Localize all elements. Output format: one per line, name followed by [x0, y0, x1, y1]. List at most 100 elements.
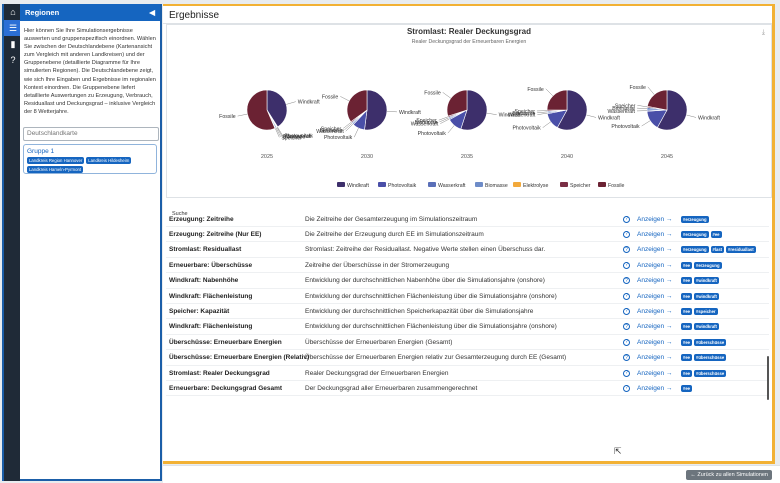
download-icon[interactable]: ⤓ — [761, 29, 765, 36]
tag-badge[interactable]: #windkraft — [694, 323, 719, 331]
help-circle-icon[interactable]: ? — [623, 338, 630, 346]
tag-badge[interactable]: #überschüsse — [694, 354, 727, 362]
row-tags: #ee — [681, 384, 692, 392]
help-circle-icon[interactable]: ? — [623, 246, 630, 254]
region-chip[interactable]: Landkreis Region Hannover — [27, 156, 85, 164]
tag-badge[interactable]: #erzeugung — [681, 246, 709, 254]
tag-badge[interactable]: #überschüsse — [694, 338, 727, 346]
tag-badge[interactable]: #erzeugung — [694, 261, 722, 269]
show-link[interactable]: Anzeigen → — [637, 307, 673, 315]
show-link[interactable]: Anzeigen → — [637, 215, 673, 223]
table-row: Erzeugung: Zeitreihe (Nur EE) Die Zeitrei… — [166, 227, 769, 243]
tag-badge[interactable]: #last — [710, 246, 725, 254]
show-link[interactable]: Anzeigen → — [637, 323, 673, 331]
scrollbar-thumb[interactable] — [767, 356, 769, 400]
slice-label: Photovoltaik — [611, 124, 640, 130]
tag-badge[interactable]: #windkraft — [694, 277, 719, 285]
help-circle-icon[interactable]: ? — [623, 307, 630, 315]
tag-badge[interactable]: #speicher — [694, 307, 718, 315]
tag-badge[interactable]: #erzeugung — [681, 215, 709, 223]
show-link[interactable]: Anzeigen → — [637, 277, 673, 285]
back-button[interactable]: ← Zurück zu allen Simulationen — [686, 470, 772, 480]
help-circle-icon[interactable]: ? — [623, 384, 630, 392]
legend-swatch[interactable] — [598, 182, 606, 187]
pie-slice[interactable] — [446, 89, 468, 117]
pie-slice[interactable] — [346, 89, 368, 123]
search-input[interactable] — [166, 211, 772, 217]
tag-badge[interactable]: #residuallast — [726, 246, 756, 254]
slice-label: Speicher — [416, 118, 437, 124]
legend-label[interactable]: Speicher — [570, 183, 591, 189]
legend-label[interactable]: Photovoltaik — [388, 183, 417, 189]
tag-badge[interactable]: #ee — [681, 323, 692, 331]
legend-swatch[interactable] — [378, 182, 386, 187]
row-name: Windkraft: Flächenleistung — [169, 323, 253, 331]
tag-badge[interactable]: #erzeugung — [681, 230, 709, 238]
legend-swatch[interactable] — [428, 182, 436, 187]
row-tags: #ee #windkraft — [681, 323, 719, 331]
home-icon[interactable]: ⌂ — [10, 7, 16, 17]
show-link[interactable]: Anzeigen → — [637, 384, 673, 392]
pie-slice[interactable] — [546, 89, 568, 111]
legend-label[interactable]: Elektrolyse — [523, 183, 548, 189]
slice-leader — [237, 113, 248, 117]
tag-badge[interactable]: #ee — [710, 230, 722, 238]
help-circle-icon[interactable]: ? — [623, 277, 630, 285]
slice-leader — [647, 86, 655, 95]
show-link[interactable]: Anzeigen → — [637, 338, 673, 346]
tag-badge[interactable]: #ee — [681, 354, 692, 362]
tag-badge[interactable]: #ee — [681, 338, 692, 346]
row-name: Stromlast: Residuallast — [169, 246, 242, 254]
tag-badge[interactable]: #ee — [681, 292, 692, 300]
legend-swatch[interactable] — [475, 182, 483, 187]
legend-label[interactable]: Biomasse — [485, 183, 508, 189]
show-link[interactable]: Anzeigen → — [637, 354, 673, 362]
legend-swatch[interactable] — [560, 182, 568, 187]
legend-swatch[interactable] — [513, 182, 521, 187]
tag-badge[interactable]: #ee — [681, 369, 692, 377]
row-description: Überschüsse der Erneuerbaren Energien (G… — [305, 338, 453, 346]
help-circle-icon[interactable]: ? — [623, 369, 630, 377]
tag-badge[interactable]: #ee — [681, 384, 692, 392]
map-input[interactable] — [23, 126, 159, 141]
tag-badge[interactable]: #ee — [681, 277, 692, 285]
tag-badge[interactable]: #ee — [681, 261, 692, 269]
show-link[interactable]: Anzeigen → — [637, 230, 673, 238]
region-chip[interactable]: Landkreis Hameln-Pyrmont — [27, 165, 84, 173]
collapse-icon[interactable]: ◀ — [149, 8, 155, 17]
slice-label: Windkraft — [598, 115, 620, 121]
legend-label[interactable]: Fossile — [608, 183, 625, 189]
row-name: Windkraft: Flächenleistung — [169, 292, 253, 300]
help-circle-icon[interactable]: ? — [623, 230, 630, 238]
show-link[interactable]: Anzeigen → — [637, 261, 673, 269]
slice-label: Biomasse — [320, 128, 343, 134]
table-row: Windkraft: Nabenhöhe Entwicklung der durc… — [166, 274, 769, 289]
legend-swatch[interactable] — [337, 182, 345, 187]
tag-badge[interactable]: #überschüsse — [694, 369, 727, 377]
group-card[interactable]: Gruppe 1 Landkreis Region Hannover Landk… — [23, 143, 157, 174]
scrollbar[interactable] — [766, 212, 770, 402]
show-link[interactable]: Anzeigen → — [637, 292, 673, 300]
region-chip[interactable]: Landkreis Hildesheim — [86, 156, 132, 164]
show-link[interactable]: Anzeigen → — [637, 369, 673, 377]
legend-label[interactable]: Wasserkraft — [438, 183, 466, 189]
legend-label[interactable]: Windkraft — [347, 183, 369, 189]
help-circle-icon[interactable]: ? — [623, 354, 630, 362]
show-link[interactable]: Anzeigen → — [637, 246, 673, 254]
tag-badge[interactable]: #windkraft — [694, 292, 719, 300]
bookmark-icon[interactable]: ▮ — [10, 38, 16, 49]
list-icon[interactable]: ☰ — [4, 20, 22, 36]
pie-slice[interactable] — [364, 89, 388, 131]
help-circle-icon[interactable]: ? — [623, 215, 630, 223]
help-circle-icon[interactable]: ? — [623, 323, 630, 331]
help-circle-icon[interactable]: ? — [623, 292, 630, 300]
pie-slice[interactable] — [647, 89, 668, 111]
tag-badge[interactable]: #ee — [681, 307, 692, 315]
sidebar-header: Regionen ◀ — [20, 4, 160, 21]
slice-label: Fossile — [219, 114, 236, 120]
slice-leader — [354, 128, 359, 138]
help-icon[interactable]: ? — [10, 55, 16, 65]
help-circle-icon[interactable]: ? — [623, 261, 630, 269]
pie-slice[interactable] — [460, 89, 488, 131]
